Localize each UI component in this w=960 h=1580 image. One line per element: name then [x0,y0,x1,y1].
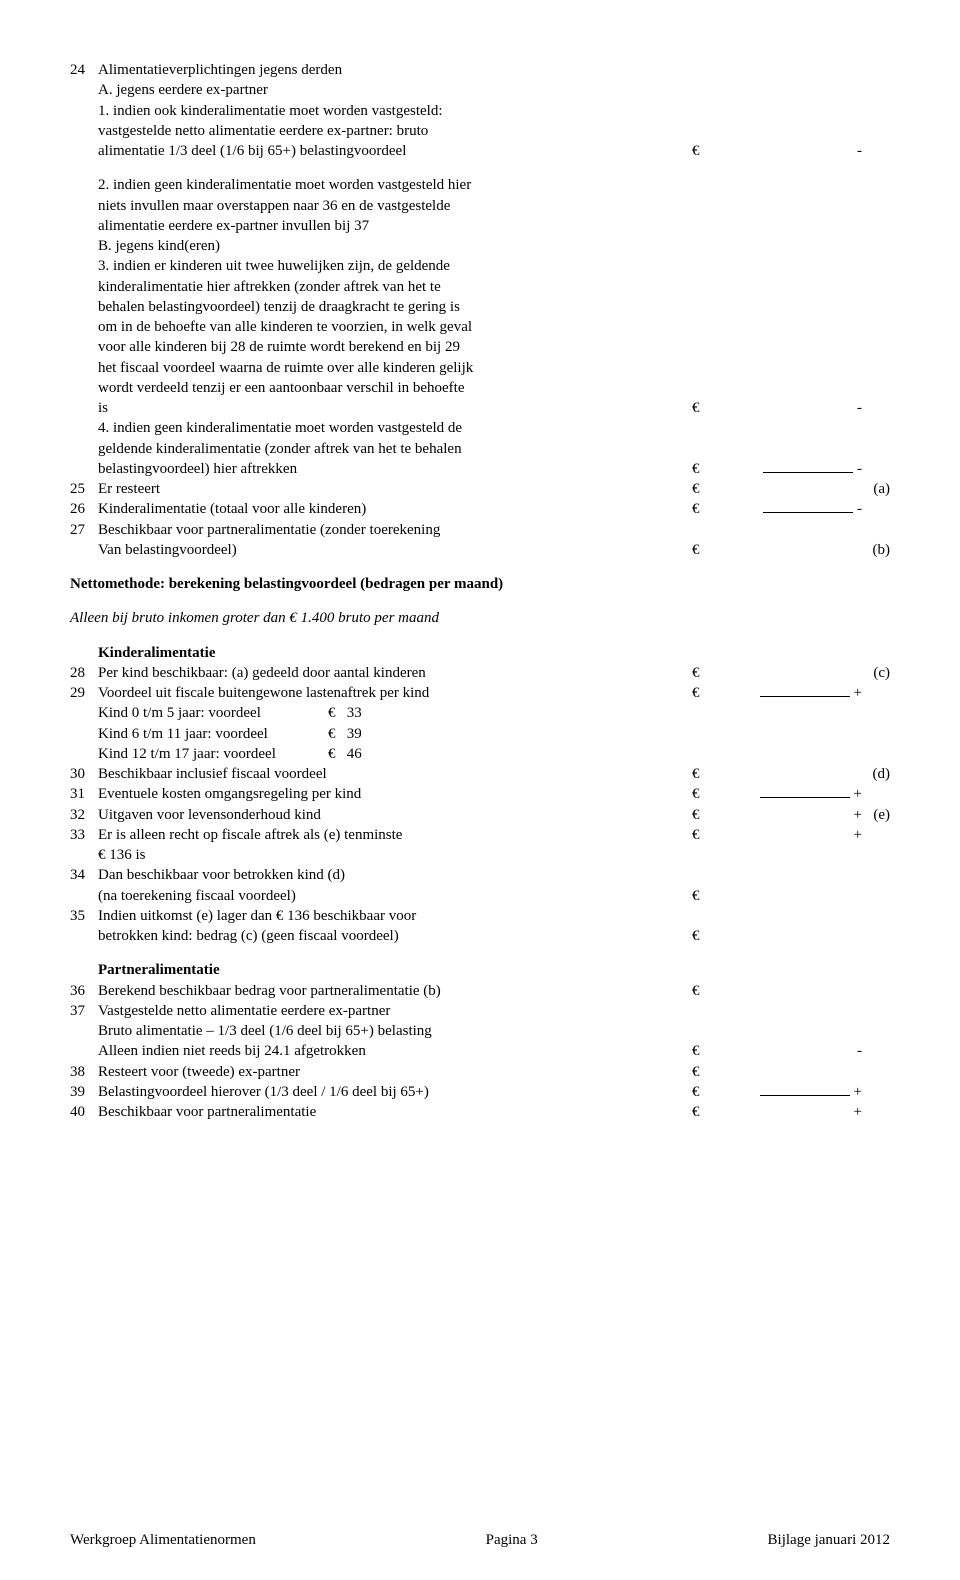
row-34a: 34Dan beschikbaar voor betrokken kind (d… [70,865,890,885]
row-24-3g: wordt verdeeld tenzij er een aantoonbaar… [70,378,890,398]
row-24-3d: om in de behoefte van alle kinderen te v… [70,317,890,337]
blank-line [760,696,850,697]
row-24-3e: voor alle kinderen bij 28 de ruimte word… [70,337,890,357]
row-37b: Bruto alimentatie – 1/3 deel (1/6 deel b… [70,1021,890,1041]
blank-line [760,797,850,798]
row-24-3h: is €- [70,398,890,418]
row-35a: 35Indien uitkomst (e) lager dan € 136 be… [70,906,890,926]
row-24-1a: 1. indien ook kinderalimentatie moet wor… [70,101,890,121]
row-24-4c: belastingvoordeel) hier aftrekken €- [70,459,890,479]
row-24-4a: 4. indien geen kinderalimentatie moet wo… [70,418,890,438]
row-kind12: Kind 12 t/m 17 jaar: voordeel€ 46 [70,744,890,764]
row-29: 29 Voordeel uit fiscale buitengewone las… [70,683,890,703]
row-24-title: 24 Alimentatieverplichtingen jegens derd… [70,60,890,80]
kinder-title: Kinderalimentatie [70,643,890,663]
row-39: 39 Belastingvoordeel hierover (1/3 deel … [70,1082,890,1102]
row-24B: B. jegens kind(eren) [70,236,890,256]
row-33a: 33 Er is alleen recht op fiscale aftrek … [70,825,890,845]
num-24: 24 [70,60,98,80]
row-24A: A. jegens eerdere ex-partner [70,80,890,100]
row-38: 38 Resteert voor (tweede) ex-partner € [70,1062,890,1082]
netto-title: Nettomethode: berekening belastingvoorde… [70,574,890,594]
row-33b: € 136 is [70,845,890,865]
row-28: 28 Per kind beschikbaar: (a) gedeeld doo… [70,663,890,683]
row-37c: Alleen indien niet reeds bij 24.1 afgetr… [70,1041,890,1061]
row-24-3b: kinderalimentatie hier aftrekken (zonder… [70,277,890,297]
row-24-4b: geldende kinderalimentatie (zonder aftre… [70,439,890,459]
row-24-1c: alimentatie 1/3 deel (1/6 bij 65+) belas… [70,141,890,161]
row-27a: 27 Beschikbaar voor partneralimentatie (… [70,520,890,540]
row-32: 32 Uitgaven voor levensonderhoud kind €+… [70,805,890,825]
partner-title: Partneralimentatie [70,960,890,980]
row-kind0: Kind 0 t/m 5 jaar: voordeel€ 33 [70,703,890,723]
row-26: 26 Kinderalimentatie (totaal voor alle k… [70,499,890,519]
row-24-2c: alimentatie eerdere ex-partner invullen … [70,216,890,236]
blank-line [760,1095,850,1096]
row-24-1b: vastgestelde netto alimentatie eerdere e… [70,121,890,141]
row-kind6: Kind 6 t/m 11 jaar: voordeel€ 39 [70,724,890,744]
row-40: 40 Beschikbaar voor partneralimentatie €… [70,1102,890,1122]
row-27b: Van belastingvoordeel) € (b) [70,540,890,560]
row-31: 31 Eventuele kosten omgangsregeling per … [70,784,890,804]
footer-center: Pagina 3 [486,1530,538,1550]
text-24: Alimentatieverplichtingen jegens derden [98,60,692,80]
row-36: 36 Berekend beschikbaar bedrag voor part… [70,981,890,1001]
row-24-3a: 3. indien er kinderen uit twee huwelijke… [70,256,890,276]
row-24-2b: niets invullen maar overstappen naar 36 … [70,196,890,216]
row-34b: (na toerekening fiscaal voordeel) € [70,886,890,906]
row-25: 25 Er resteert € (a) [70,479,890,499]
row-37a: 37Vastgestelde netto alimentatie eerdere… [70,1001,890,1021]
alleen-note: Alleen bij bruto inkomen groter dan € 1.… [70,608,890,628]
blank-line [763,472,853,473]
footer-left: Werkgroep Alimentatienormen [70,1530,256,1550]
row-24-3c: behalen belastingvoordeel) tenzij de dra… [70,297,890,317]
footer-right: Bijlage januari 2012 [768,1530,890,1550]
row-30: 30 Beschikbaar inclusief fiscaal voordee… [70,764,890,784]
row-35b: betrokken kind: bedrag (c) (geen fiscaal… [70,926,890,946]
blank-line [763,512,853,513]
row-24-3f: het fiscaal voordeel waarna de ruimte ov… [70,358,890,378]
page-footer: Werkgroep Alimentatienormen Pagina 3 Bij… [70,1530,890,1550]
row-24-2a: 2. indien geen kinderalimentatie moet wo… [70,175,890,195]
